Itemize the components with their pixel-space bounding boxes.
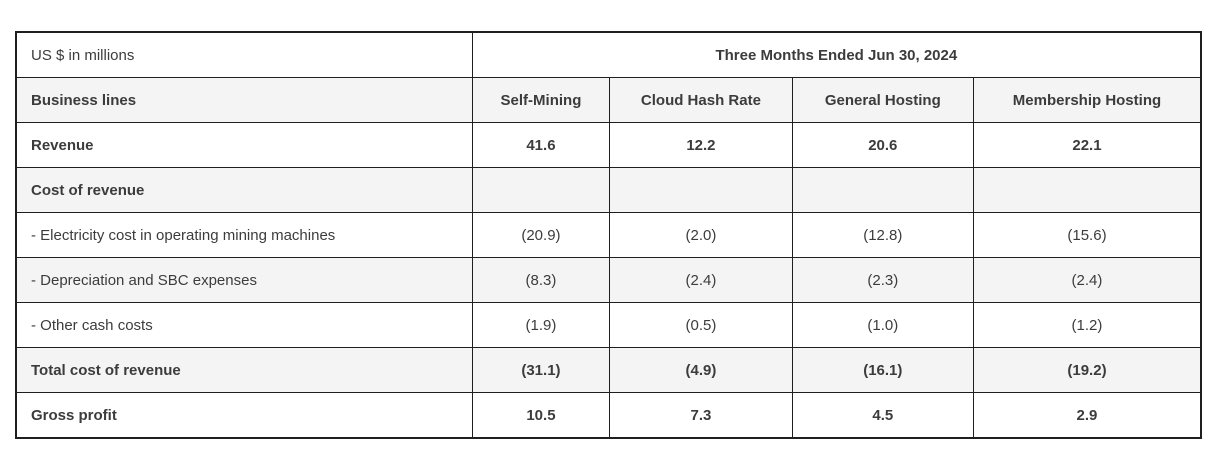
value-cell: (2.3) [791, 257, 974, 303]
column-header-membership-hosting: Membership Hosting [972, 77, 1202, 123]
period-header-row: US $ in millions Three Months Ended Jun … [15, 31, 1202, 78]
column-header-row: Business lines Self-Mining Cloud Hash Ra… [15, 77, 1202, 123]
unit-label-cell: US $ in millions [15, 31, 473, 78]
value-cell: 7.3 [609, 392, 793, 439]
value-cell: (1.2) [972, 302, 1202, 348]
value-cell [471, 167, 611, 213]
value-cell: (1.0) [791, 302, 974, 348]
value-cell: 4.5 [791, 392, 974, 439]
table-row-electricity-cost: - Electricity cost in operating mining m… [15, 212, 1202, 258]
value-cell: (2.0) [609, 212, 793, 258]
business-lines-header-cell: Business lines [15, 77, 473, 123]
value-cell: (31.1) [471, 347, 611, 393]
value-cell: (15.6) [972, 212, 1202, 258]
table-row-cost-of-revenue: Cost of revenue [15, 167, 1202, 213]
table-row-other-cash-costs: - Other cash costs (1.9) (0.5) (1.0) (1.… [15, 302, 1202, 348]
table-row-depreciation-sbc: - Depreciation and SBC expenses (8.3) (2… [15, 257, 1202, 303]
value-cell: 2.9 [972, 392, 1202, 439]
value-cell: (16.1) [791, 347, 974, 393]
value-cell: 12.2 [609, 122, 793, 168]
table-row-gross-profit: Gross profit 10.5 7.3 4.5 2.9 [15, 392, 1202, 439]
value-cell: (2.4) [972, 257, 1202, 303]
value-cell: (2.4) [609, 257, 793, 303]
value-cell: (8.3) [471, 257, 611, 303]
value-cell [972, 167, 1202, 213]
table-row-revenue: Revenue 41.6 12.2 20.6 22.1 [15, 122, 1202, 168]
row-label-cell: Total cost of revenue [15, 347, 473, 393]
value-cell: (12.8) [791, 212, 974, 258]
segment-results-table: US $ in millions Three Months Ended Jun … [15, 31, 1202, 439]
column-header-cloud-hash-rate: Cloud Hash Rate [609, 77, 793, 123]
value-cell: (4.9) [609, 347, 793, 393]
value-cell: 10.5 [471, 392, 611, 439]
row-label-cell: Gross profit [15, 392, 473, 439]
column-header-self-mining: Self-Mining [471, 77, 611, 123]
row-label-cell: Cost of revenue [15, 167, 473, 213]
row-label-cell: - Other cash costs [15, 302, 473, 348]
segment-results-table-container: US $ in millions Three Months Ended Jun … [15, 31, 1202, 439]
value-cell: 41.6 [471, 122, 611, 168]
value-cell: (20.9) [471, 212, 611, 258]
row-label-cell: - Depreciation and SBC expenses [15, 257, 473, 303]
row-label-cell: Revenue [15, 122, 473, 168]
value-cell: 20.6 [791, 122, 974, 168]
value-cell: (1.9) [471, 302, 611, 348]
table-row-total-cost-of-revenue: Total cost of revenue (31.1) (4.9) (16.1… [15, 347, 1202, 393]
value-cell [609, 167, 793, 213]
value-cell: (0.5) [609, 302, 793, 348]
column-header-general-hosting: General Hosting [791, 77, 974, 123]
value-cell [791, 167, 974, 213]
value-cell: 22.1 [972, 122, 1202, 168]
row-label-cell: - Electricity cost in operating mining m… [15, 212, 473, 258]
value-cell: (19.2) [972, 347, 1202, 393]
period-header-cell: Three Months Ended Jun 30, 2024 [471, 31, 1202, 78]
